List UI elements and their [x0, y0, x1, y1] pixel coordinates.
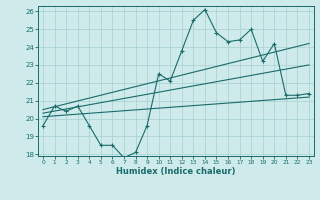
X-axis label: Humidex (Indice chaleur): Humidex (Indice chaleur) [116, 167, 236, 176]
